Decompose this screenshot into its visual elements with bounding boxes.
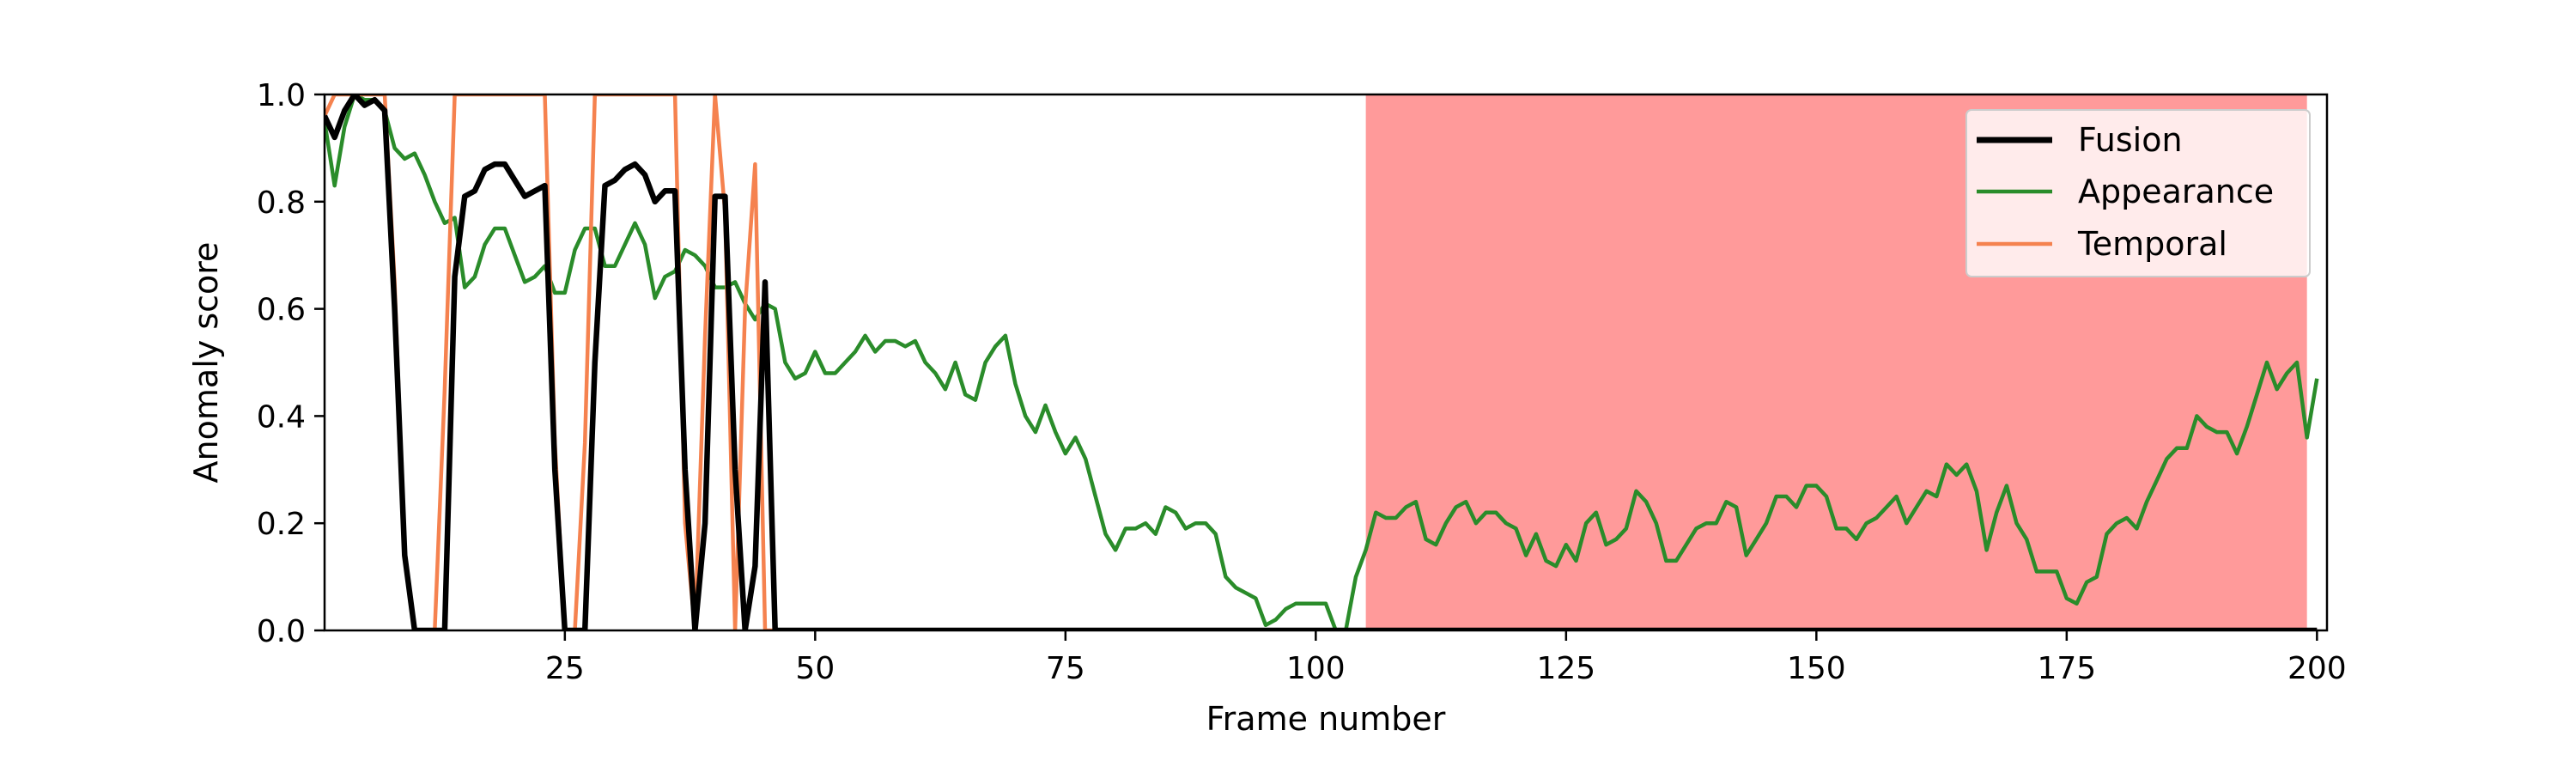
x-tick-label: 175: [2037, 651, 2096, 686]
y-tick-label: 0.6: [257, 293, 306, 328]
series-line-appearance: [325, 94, 2319, 630]
legend-box: [1965, 109, 2311, 277]
y-tick-label: 1.0: [257, 78, 306, 113]
x-axis: 25 50 75 100 125 150 175 200: [545, 630, 2347, 686]
legend-label-temporal: Temporal: [2077, 225, 2227, 263]
x-tick-label: 125: [1536, 651, 1595, 686]
plot-frame: [323, 93, 2329, 632]
legend: Fusion Appearance Temporal: [1965, 109, 2311, 277]
series-layer: [325, 94, 2319, 630]
y-tick-label: 0.4: [257, 399, 306, 435]
x-tick-label: 25: [545, 651, 585, 686]
y-tick-label: 0.2: [257, 507, 306, 542]
x-tick-label: 75: [1046, 651, 1085, 686]
x-tick-label: 200: [2287, 651, 2347, 686]
y-tick-label: 0.8: [257, 186, 306, 221]
x-tick-label: 100: [1286, 651, 1346, 686]
legend-label-appearance: Appearance: [2078, 173, 2274, 210]
y-axis-title: Anomaly score: [187, 242, 225, 484]
y-tick-label: 0.0: [257, 614, 306, 649]
legend-label-fusion: Fusion: [2078, 121, 2183, 159]
y-axis: 0.0 0.2 0.4 0.6 0.8 1.0: [257, 78, 325, 649]
x-axis-title: Frame number: [1206, 700, 1446, 738]
x-tick-label: 150: [1787, 651, 1846, 686]
series-line-fusion: [325, 94, 2318, 630]
x-tick-label: 50: [795, 651, 835, 686]
